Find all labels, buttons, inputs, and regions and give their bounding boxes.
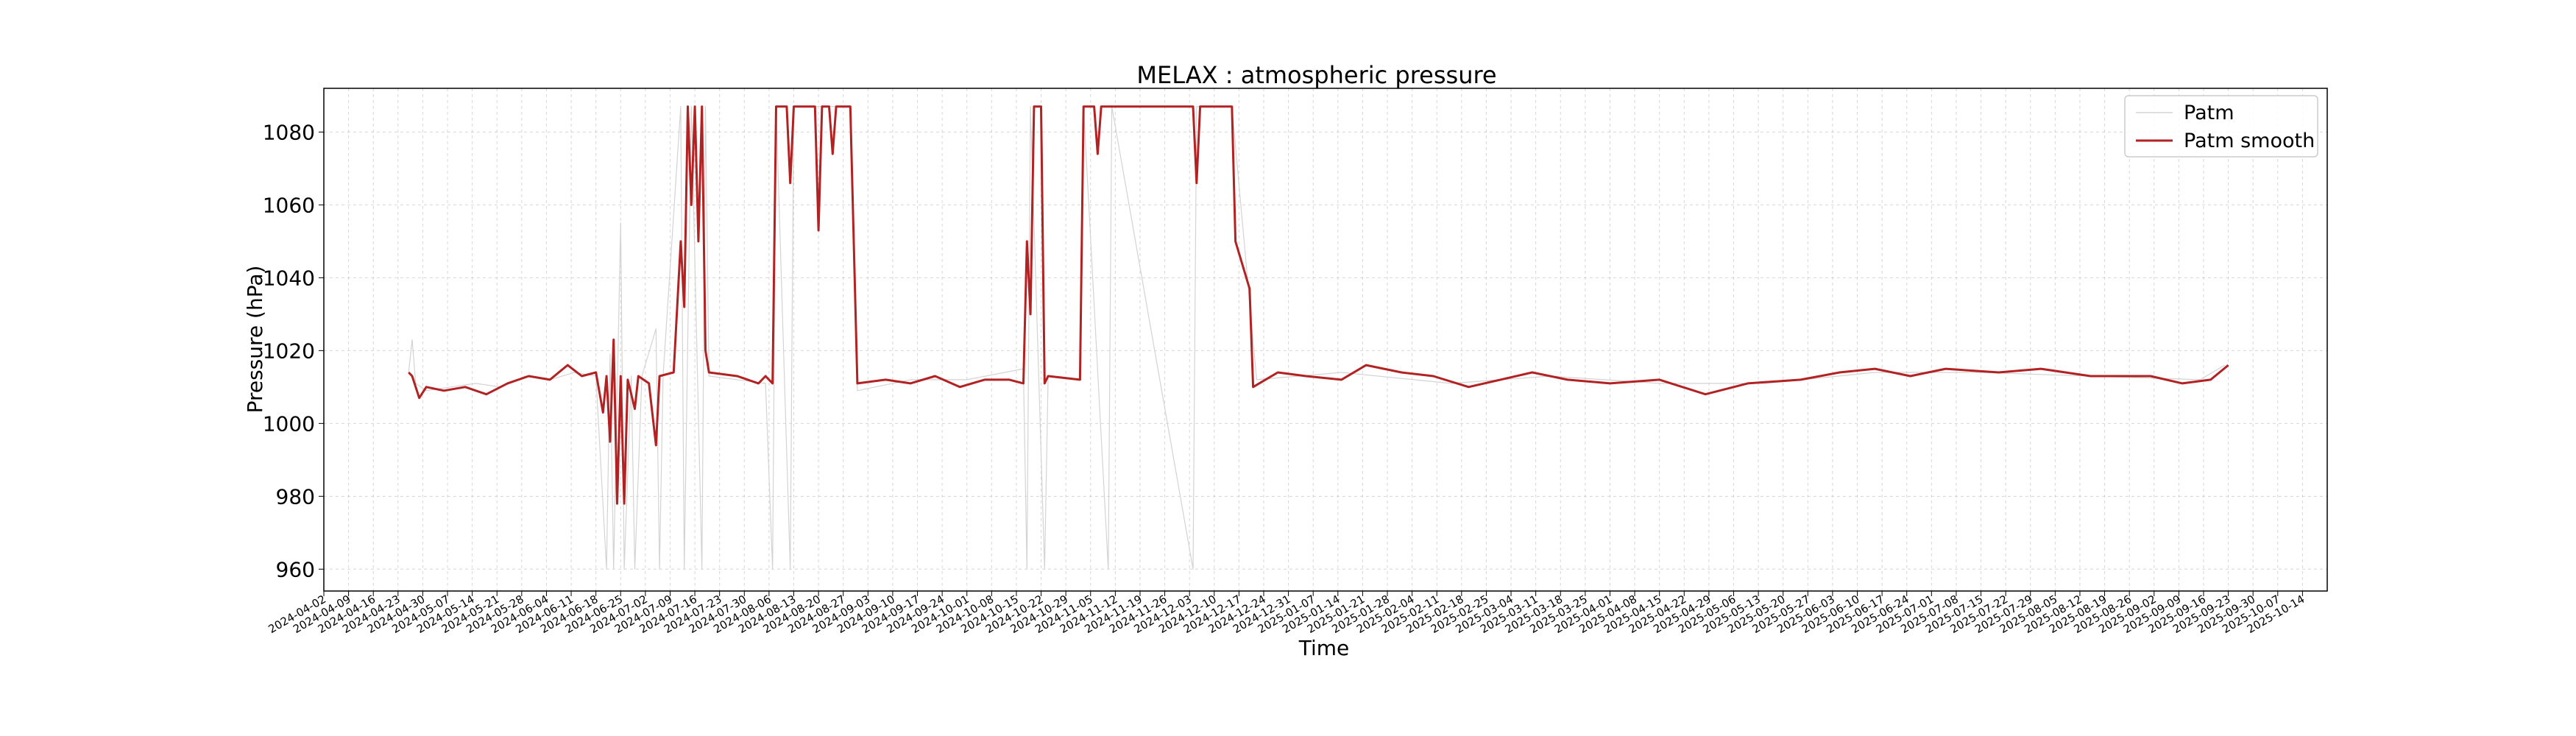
y-tick-label: 980 bbox=[276, 484, 315, 509]
x-axis-title: Time bbox=[1298, 636, 1350, 660]
legend-label-patm: Patm bbox=[2184, 102, 2234, 124]
y-tick-label: 1060 bbox=[263, 193, 315, 217]
y-tick-label: 1040 bbox=[263, 266, 315, 290]
y-tick-label: 1020 bbox=[263, 339, 315, 363]
series-line-patm bbox=[408, 106, 2226, 570]
y-tick-label: 1000 bbox=[263, 411, 315, 436]
series-line-patm-smooth bbox=[408, 105, 2229, 505]
y-tick-label: 1080 bbox=[263, 120, 315, 144]
legend-label-patm-smooth: Patm smooth bbox=[2184, 130, 2315, 152]
plot-frame bbox=[323, 88, 2328, 592]
chart-title: MELAX : atmospheric pressure bbox=[1136, 61, 1496, 89]
y-tick-label: 960 bbox=[276, 557, 315, 581]
legend-box bbox=[2124, 95, 2318, 158]
legend: Patm Patm smooth bbox=[2124, 95, 2318, 158]
y-axis-title: Pressure (hPa) bbox=[243, 266, 267, 414]
y-axis-ticks: 960 980 1000 1020 1040 1060 1080 bbox=[263, 120, 324, 581]
grid-lines bbox=[323, 88, 2327, 591]
series-layer bbox=[408, 105, 2229, 570]
